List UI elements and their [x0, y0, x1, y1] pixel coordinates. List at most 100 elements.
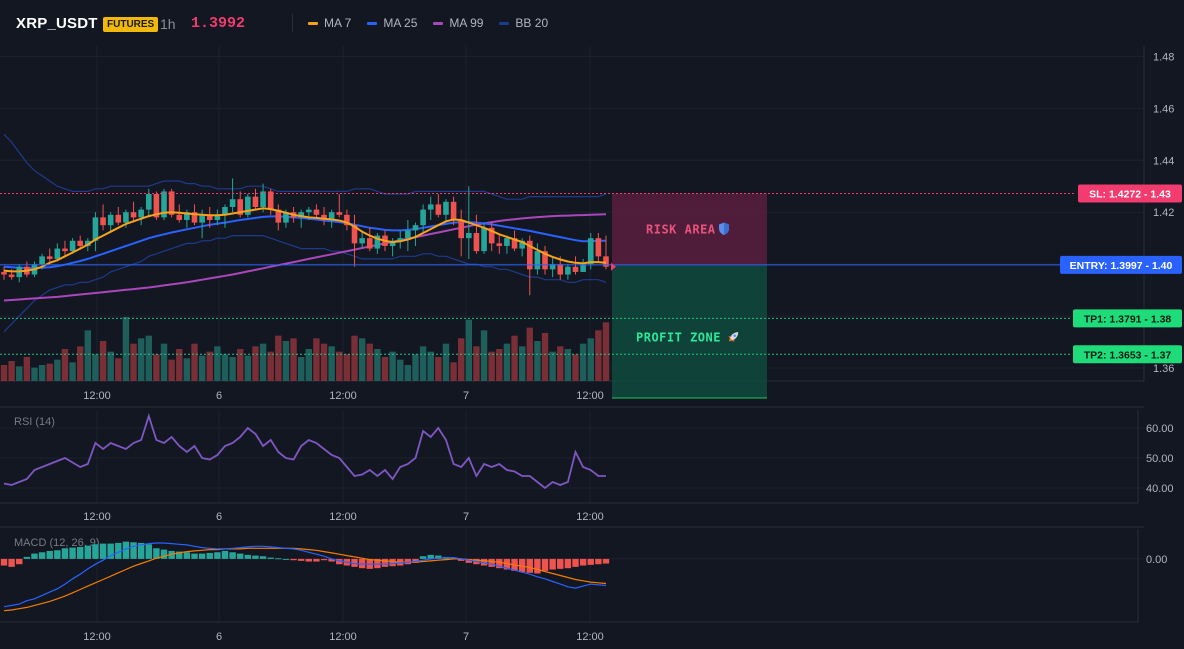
bb-upper-line: [3, 133, 607, 200]
candle-body: [153, 194, 160, 218]
macd-hist-bar: [320, 558, 328, 561]
volume-bar: [572, 354, 579, 381]
candle-body: [184, 212, 190, 220]
svg-text:TP1: 1.3791 - 1.38: TP1: 1.3791 - 1.38: [1084, 313, 1172, 325]
volume-bars: [0, 317, 610, 381]
x-tick-label: 12:00: [576, 511, 604, 523]
candle: [542, 245, 548, 275]
candle: [77, 235, 83, 249]
candle-body: [549, 264, 556, 270]
volume-bar: [16, 366, 23, 381]
sl-tag[interactable]: SL: 1.4272 - 1.43: [1078, 184, 1182, 203]
macd-hist-bar: [313, 558, 320, 562]
candle: [504, 235, 510, 254]
macd-line: [3, 542, 607, 608]
entry-tag[interactable]: ENTRY: 1.3997 - 1.40: [1060, 255, 1182, 274]
candle-body: [420, 209, 426, 226]
tp1-tag[interactable]: TP1: 1.3791 - 1.38: [1073, 309, 1182, 328]
legend-item-ma-99[interactable]: MA 99: [433, 16, 483, 30]
candle-body: [245, 196, 251, 215]
macd-hist-bar: [130, 542, 137, 559]
candle: [511, 230, 518, 252]
candle-body: [199, 214, 205, 223]
legend-item-ma-7[interactable]: MA 7: [308, 16, 351, 30]
candle-body: [511, 238, 518, 249]
volume-bar: [450, 362, 457, 381]
x-tick-label: 12:00: [329, 511, 357, 523]
candle: [115, 207, 122, 226]
macd-hist-bar: [221, 550, 229, 559]
volume-bar: [31, 367, 38, 381]
candle-body: [313, 209, 320, 215]
ma99-line: [3, 213, 607, 302]
legend-swatch: [367, 21, 378, 25]
volume-bar: [320, 343, 328, 381]
macd-hist-bar: [8, 558, 15, 567]
candle: [587, 232, 594, 270]
macd-hist-bar: [458, 558, 465, 561]
tp2-tag[interactable]: TP2: 1.3653 - 1.37: [1073, 345, 1182, 364]
indicator-legend: MA 7 MA 25 MA 99 BB 20: [308, 16, 548, 30]
macd-hist-bar: [107, 543, 114, 559]
volume-bar: [221, 354, 229, 381]
candle-body: [161, 191, 167, 218]
candle-body: [130, 212, 137, 218]
volume-bar: [107, 351, 114, 381]
candle: [458, 209, 464, 257]
candle-body: [298, 212, 304, 218]
candle: [252, 188, 259, 210]
candle-body: [587, 238, 594, 265]
candle-body: [283, 212, 289, 223]
candle-body: [92, 217, 99, 241]
volume-bar: [38, 365, 46, 381]
macd-hist-bar: [84, 545, 92, 559]
candle: [412, 222, 419, 246]
macd-hist-bar: [336, 558, 343, 565]
candle-body: [595, 238, 602, 257]
macd-hist-bar: [38, 552, 46, 559]
macd-hist-bar: [549, 558, 556, 570]
legend-item-ma-25[interactable]: MA 25: [367, 16, 417, 30]
macd-hist-bar: [122, 541, 130, 559]
candle-body: [306, 209, 312, 213]
macd-hist-bar: [23, 556, 31, 559]
y-tick-label: 1.46: [1153, 103, 1174, 115]
candle: [603, 235, 609, 270]
macd-hist-bar: [99, 543, 107, 559]
y-tick-label: 1.48: [1153, 51, 1174, 63]
x-tick-label: 6: [216, 631, 222, 643]
timeframe-label[interactable]: 1h: [160, 16, 176, 32]
macd-hist-bar: [183, 552, 191, 559]
volume-bar: [557, 346, 564, 381]
candle-body: [450, 201, 457, 220]
macd-hist-bar: [153, 548, 160, 559]
volume-bar: [336, 351, 343, 381]
macd-hist-bar: [480, 558, 488, 566]
candle-body: [565, 266, 571, 275]
legend-item-bb-20[interactable]: BB 20: [499, 16, 548, 30]
candle-body: [435, 204, 442, 215]
volume-bar: [153, 354, 160, 381]
candle-body: [603, 256, 609, 267]
macd-hist-bar: [191, 553, 198, 559]
macd-hist-bar: [115, 542, 122, 559]
grid-lines: [0, 46, 1144, 622]
symbol-name[interactable]: XRP_USDT: [16, 15, 98, 32]
candle: [214, 209, 221, 226]
x-tick-label: 12:00: [576, 390, 604, 402]
macd-hist-bar: [290, 558, 297, 561]
volume-bar: [259, 343, 267, 381]
candle-body: [427, 204, 434, 210]
volume-bar: [541, 333, 549, 381]
candle: [366, 227, 373, 252]
chart-header: XRP_USDT FUTURES 1h 1.3992 MA 7 MA 25 MA 9…: [0, 0, 1184, 46]
macd-y-tick-label: 0.00: [1146, 554, 1167, 566]
volume-bar: [313, 338, 320, 381]
candle-body: [138, 209, 144, 218]
legend-label: MA 99: [449, 16, 484, 30]
candle-body: [267, 191, 274, 210]
volume-bar: [488, 351, 495, 381]
volume-bar: [0, 365, 8, 381]
candle: [298, 209, 304, 228]
